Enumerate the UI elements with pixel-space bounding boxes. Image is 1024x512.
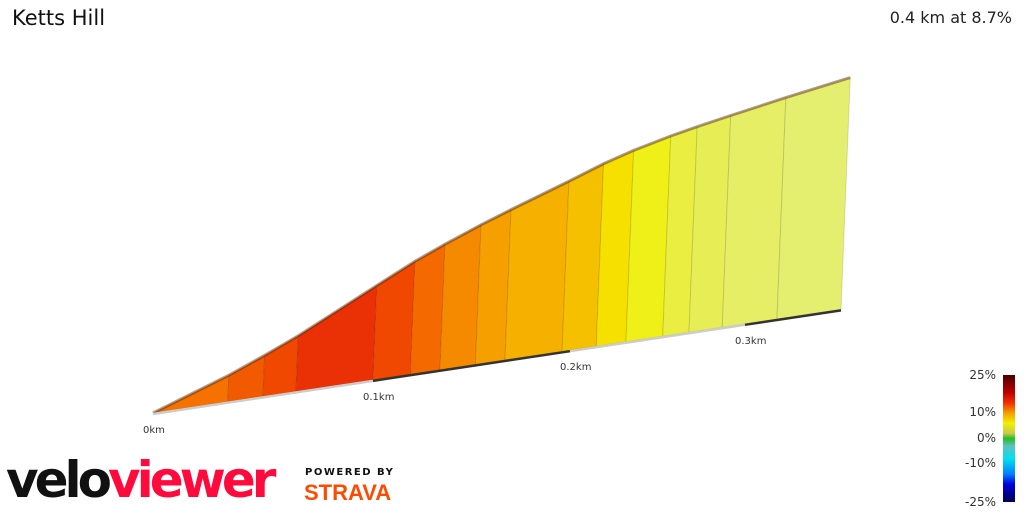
x-tick-label: 0.1km: [363, 392, 394, 403]
veloviewer-logo[interactable]: veloviewer: [6, 451, 276, 509]
gradient-segment: [409, 243, 446, 375]
legend-label: 25%: [969, 368, 996, 382]
gradient-segment: [372, 260, 416, 381]
distance-band: [744, 309, 842, 327]
x-tick-label: 0km: [143, 425, 165, 436]
distance-band: [152, 379, 374, 416]
gradient-color-bar: [1003, 375, 1015, 502]
powered-by-label: POWERED BY: [305, 467, 395, 478]
profile-ridge: [152, 76, 851, 415]
gradient-segment: [295, 284, 378, 393]
x-tick-label: 0.3km: [735, 336, 766, 347]
x-tick-label: 0.2km: [560, 362, 591, 373]
segment-title: Ketts Hill: [12, 6, 106, 30]
distance-band: [372, 349, 571, 383]
legend-label: -25%: [964, 495, 996, 509]
strava-logo[interactable]: STRAVA: [304, 480, 392, 505]
gradient-segment: [776, 76, 851, 320]
legend-label: 10%: [969, 405, 996, 419]
gradient-segment: [439, 223, 482, 371]
gradient-segment: [721, 96, 787, 328]
segment-summary: 0.4 km at 8.7%: [889, 8, 1012, 27]
gradient-segment: [227, 354, 266, 403]
legend-label: -10%: [964, 456, 996, 470]
distance-band: [569, 323, 746, 353]
legend-label: 0%: [976, 431, 996, 445]
